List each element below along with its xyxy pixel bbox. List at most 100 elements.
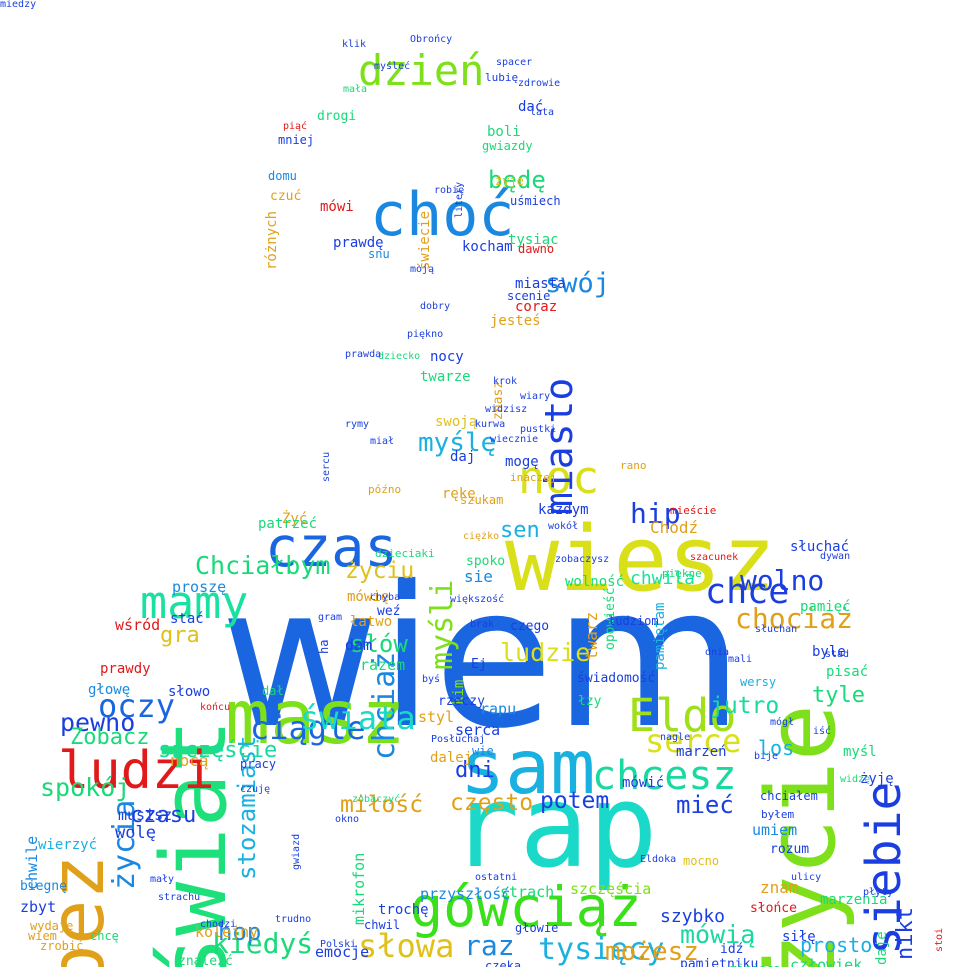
cloud-word: czuć — [270, 189, 302, 204]
cloud-word: słońce — [750, 901, 797, 916]
cloud-word: Ej — [471, 657, 487, 672]
cloud-word: mała — [343, 84, 368, 95]
cloud-word: mieć — [676, 791, 734, 819]
cloud-word: strachu — [158, 892, 201, 903]
cloud-word: jutro — [710, 693, 780, 719]
cloud-word: kiedyś — [212, 927, 314, 960]
cloud-word: zdrowie — [518, 78, 561, 89]
cloud-word: coraz — [515, 299, 558, 315]
cloud-word: rzeczy — [438, 694, 485, 709]
cloud-word: chcę — [90, 929, 119, 943]
cloud-word: pisać — [826, 664, 869, 680]
cloud-word: czego — [510, 619, 550, 634]
cloud-word: prawdę — [333, 235, 384, 251]
cloud-word: dnia — [705, 647, 730, 658]
cloud-word: stoi — [934, 927, 945, 952]
cloud-word: miał — [370, 436, 395, 447]
cloud-word: marzenia — [820, 892, 888, 908]
cloud-word: Eldoka — [640, 854, 677, 865]
cloud-word: pamiętniku — [680, 957, 759, 967]
cloud-word: marzeń — [676, 744, 727, 760]
cloud-word: Chodź — [650, 518, 699, 537]
cloud-word: chwil — [364, 918, 401, 932]
cloud-word: widzisz — [485, 404, 528, 415]
cloud-word: jesteś — [490, 313, 541, 329]
cloud-word: dziecko — [378, 351, 421, 362]
cloud-word: okno — [335, 814, 360, 825]
cloud-word: noc — [518, 451, 600, 504]
cloud-word: chociaż — [735, 602, 854, 635]
cloud-word: kurwa — [475, 419, 506, 430]
cloud-word: znaleźć — [178, 954, 233, 967]
cloud-word: zbyt — [20, 898, 57, 916]
cloud-word: razem — [360, 656, 406, 674]
cloud-word: chwila — [630, 568, 696, 589]
cloud-word: serca — [455, 721, 501, 739]
cloud-word: wśród — [115, 616, 161, 634]
cloud-word: mikrofon — [350, 852, 368, 925]
cloud-word: wiesz — [505, 507, 776, 612]
cloud-word: Obrońcy — [410, 34, 453, 45]
cloud-word: czasu — [130, 803, 197, 828]
cloud-word: miejsca — [730, 963, 781, 967]
cloud-word: idź — [720, 942, 744, 957]
cloud-word: dzień — [358, 46, 485, 95]
cloud-word: ulicy — [791, 872, 822, 883]
cloud-word: trochę — [378, 902, 429, 918]
cloud-word: hip — [630, 497, 681, 530]
cloud-word: biegnę — [20, 879, 67, 894]
cloud-word: domu — [268, 169, 297, 183]
cloud-word: Eldo — [628, 689, 737, 742]
cloud-word: mówię — [347, 589, 390, 605]
cloud-word: weź — [377, 604, 401, 619]
cloud-word: żyje — [495, 174, 524, 188]
cloud-word: dalej — [430, 750, 473, 766]
cloud-word: zobaczysz — [555, 554, 610, 565]
cloud-word: rap — [450, 760, 658, 894]
cloud-word: brak — [470, 619, 495, 630]
cloud-word: możesz — [605, 937, 699, 967]
cloud-word: piąć — [283, 121, 308, 132]
cloud-word: kolejny — [195, 923, 259, 941]
cloud-word: lubię — [485, 71, 519, 84]
cloud-word: ciągle — [250, 709, 366, 747]
cloud-word: mówić — [622, 775, 665, 791]
cloud-word: litery — [454, 181, 465, 218]
cloud-word: znam — [760, 878, 799, 897]
cloud-word: wydaje — [30, 919, 74, 933]
cloud-word: życiu — [345, 558, 415, 584]
cloud-word: będę — [488, 166, 546, 194]
cloud-word: świecie — [417, 210, 433, 270]
cloud-word: często — [450, 790, 534, 816]
cloud-word: widzę — [840, 774, 871, 785]
cloud-word: płyty — [863, 887, 894, 898]
cloud-word: wiecznie — [490, 434, 539, 445]
cloud-word: mocno — [683, 854, 720, 868]
cloud-word: spokój — [40, 773, 131, 802]
cloud-word: mały — [150, 874, 175, 885]
cloud-word: sie — [464, 567, 493, 586]
cloud-word: dał — [262, 684, 284, 698]
cloud-word: bije — [754, 751, 779, 762]
cloud-word: gram — [318, 612, 343, 623]
cloud-word: miłość — [340, 792, 424, 818]
cloud-word: ludzie — [500, 638, 591, 667]
cloud-word: mniej — [278, 133, 315, 147]
cloud-word: tysięcy — [538, 932, 665, 967]
cloud-word: Polski — [320, 939, 357, 950]
cloud-word: piękne — [662, 567, 702, 580]
cloud-word: drogi — [317, 109, 357, 124]
cloud-word: różnych — [264, 210, 280, 270]
cloud-word: szybko — [660, 906, 726, 927]
cloud-word: masz — [225, 673, 406, 761]
cloud-word: gwiazd — [291, 833, 302, 870]
cloud-word: końcu — [200, 702, 231, 713]
cloud-word: emocje — [315, 943, 370, 961]
cloud-word: twarze — [420, 369, 471, 385]
cloud-word: miasta — [515, 276, 566, 292]
cloud-word: spacer — [496, 57, 533, 68]
cloud-word: mieście — [670, 504, 717, 517]
cloud-word: proszę — [172, 578, 227, 596]
cloud-word: chyba — [370, 592, 401, 603]
cloud-word: wierzyć — [38, 837, 98, 853]
